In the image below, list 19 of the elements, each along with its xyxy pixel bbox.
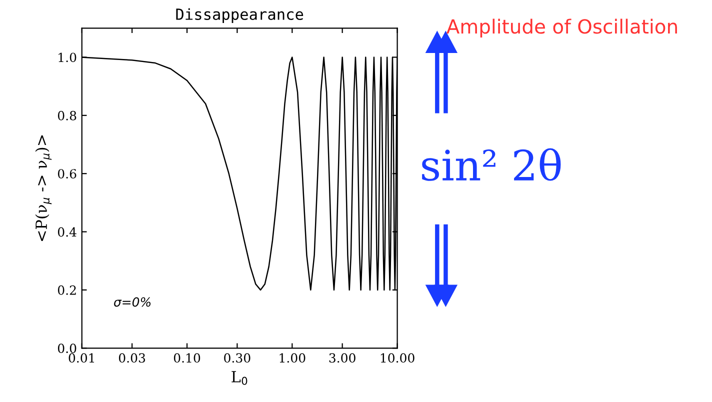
y-tick-label: 0.8 xyxy=(58,110,76,120)
x-tick-label: 1.00 xyxy=(280,353,306,363)
x-tick-label: 0.30 xyxy=(224,353,250,363)
x-tick-label: 10.00 xyxy=(380,353,414,363)
y-axis-title: <P(ν$_{μ}$ -> ν$_{μ}$)> xyxy=(35,135,52,241)
y-tick-label: 0.0 xyxy=(58,344,76,354)
y-tick-label: 0.6 xyxy=(58,169,76,179)
x-tick-label: 0.03 xyxy=(118,353,146,363)
y-tick-label: 1.0 xyxy=(58,52,76,62)
x-axis-title: L$_{0}$ xyxy=(232,371,248,385)
text: sin² 2θ xyxy=(422,148,561,181)
x-tick-label: 0.10 xyxy=(174,353,200,363)
x-tick-label: 3.00 xyxy=(329,353,356,363)
y-tick-label: 0.2 xyxy=(58,285,76,295)
annotation: σ=0% xyxy=(114,297,151,307)
text: Amplitude of Oscillation xyxy=(446,18,677,38)
x-tick-label: 0.01 xyxy=(68,353,94,363)
y-tick-label: 0.4 xyxy=(58,227,76,237)
chart-title: Dissappearance xyxy=(176,8,304,23)
